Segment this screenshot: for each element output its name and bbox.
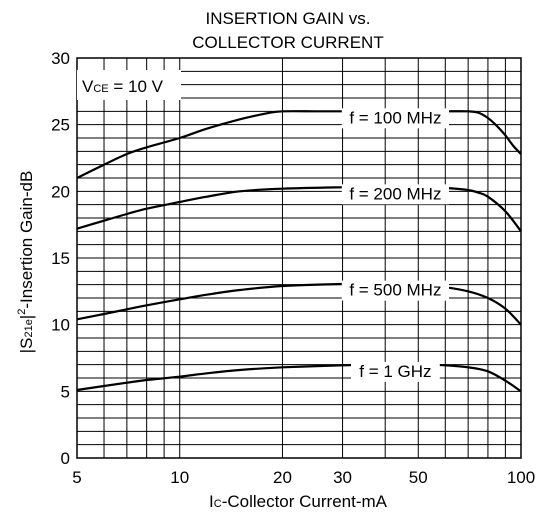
series-label-text-2: f = 500 MHz	[349, 281, 441, 300]
series-label-1: f = 200 MHz	[341, 184, 450, 205]
y-axis-label-text: -Insertion Gain-dB	[17, 171, 36, 309]
series-label-text-1: f = 200 MHz	[349, 184, 441, 203]
series-labels: f = 100 MHz f = 200 MHz f = 500 MHz f = 1 G…	[341, 108, 450, 382]
x-axis-label-text: -Collector Current-mA	[222, 492, 388, 511]
condition-sub: CE	[93, 83, 108, 95]
chart-title-line1: INSERTION GAIN vs.	[206, 9, 371, 28]
x-axis-label: IC-Collector Current-mA	[209, 492, 388, 511]
y-axis-label: |S21e|2-Insertion Gain-dB	[16, 171, 36, 354]
series-label-text-3: f = 1 GHz	[359, 362, 431, 381]
condition-label: VCE = 10 V	[77, 70, 181, 100]
series-line-1	[76, 186, 522, 232]
y-axis-label-sup: 2	[16, 309, 28, 315]
series-label-3: f = 1 GHz	[351, 361, 440, 382]
x-tick-label: 30	[333, 468, 352, 487]
condition-text: = 10 V	[109, 77, 164, 96]
x-axis-label-prefix: I	[209, 492, 214, 511]
series-label-bg-1	[341, 184, 450, 205]
y-tick-label: 25	[51, 116, 70, 135]
condition-prefix: V	[82, 77, 94, 96]
y-tick-label: 0	[61, 449, 70, 468]
x-tick-label: 5	[72, 468, 81, 487]
x-axis-label-sub: C	[214, 498, 222, 510]
series-label-0: f = 100 MHz	[341, 108, 450, 129]
series-label-bg-0	[341, 108, 450, 129]
y-tick-label: 10	[51, 316, 70, 335]
y-axis-label-mid: |	[17, 315, 36, 319]
x-tick-label: 10	[170, 468, 189, 487]
series-line-0	[76, 110, 522, 179]
series-label-text-0: f = 100 MHz	[349, 108, 441, 127]
x-tick-label: 100	[507, 468, 535, 487]
y-tick-label: 15	[51, 249, 70, 268]
series-label-bg-3	[351, 361, 440, 382]
y-axis-label-sub: 21e	[23, 319, 35, 337]
x-tick-label: 20	[273, 468, 292, 487]
curves	[76, 110, 522, 393]
y-tick-label: 5	[61, 382, 70, 401]
y-tick-label: 20	[51, 182, 70, 201]
series-line-3	[76, 363, 522, 393]
y-tick-label: 30	[51, 49, 70, 68]
chart-title-line2: COLLECTOR CURRENT	[192, 33, 383, 52]
series-line-2	[76, 282, 522, 326]
x-tick-label: 50	[409, 468, 428, 487]
y-axis-label-pre: |S	[17, 338, 36, 354]
svg-text:VCE = 10 V: VCE = 10 V	[82, 77, 164, 96]
grid	[76, 57, 522, 459]
plot-frame	[76, 57, 522, 459]
series-label-bg-2	[341, 280, 450, 301]
series-label-2: f = 500 MHz	[341, 280, 450, 301]
